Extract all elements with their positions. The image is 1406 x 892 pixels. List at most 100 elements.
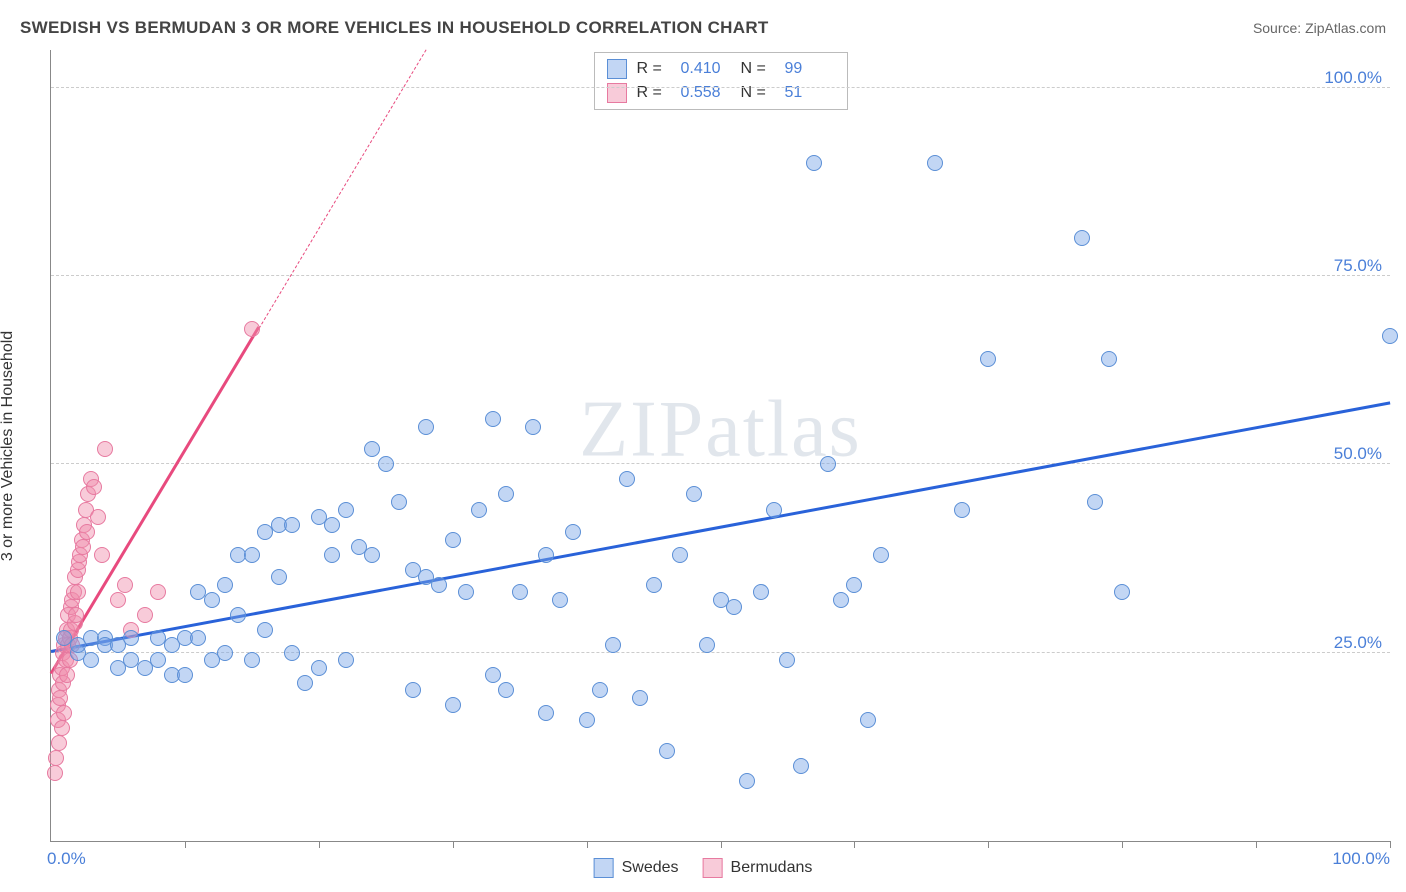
data-point [244, 321, 260, 337]
data-point [137, 607, 153, 623]
data-point [565, 524, 581, 540]
data-point [271, 569, 287, 585]
data-point [980, 351, 996, 367]
data-point [297, 675, 313, 691]
data-point [458, 584, 474, 600]
data-point [47, 765, 63, 781]
data-point [90, 509, 106, 525]
data-point [686, 486, 702, 502]
data-point [56, 705, 72, 721]
x-tick [988, 841, 989, 848]
data-point [753, 584, 769, 600]
data-point [378, 456, 394, 472]
gridline [51, 275, 1390, 276]
data-point [699, 637, 715, 653]
data-point [110, 592, 126, 608]
data-point [94, 547, 110, 563]
x-tick [185, 841, 186, 848]
legend-item-bermudans: Bermudans [703, 858, 813, 878]
data-point [150, 652, 166, 668]
correlation-legend: R = 0.410 N = 99 R = 0.558 N = 51 [594, 52, 848, 110]
data-point [48, 750, 64, 766]
data-point [230, 607, 246, 623]
data-point [766, 502, 782, 518]
y-tick-label: 50.0% [1334, 444, 1382, 464]
data-point [79, 524, 95, 540]
data-point [244, 652, 260, 668]
data-point [324, 547, 340, 563]
data-point [117, 577, 133, 593]
data-point [51, 735, 67, 751]
data-point [190, 630, 206, 646]
x-tick [1122, 841, 1123, 848]
data-point [97, 441, 113, 457]
series-legend: Swedes Bermudans [594, 858, 813, 878]
legend-row-swedes: R = 0.410 N = 99 [607, 57, 835, 81]
y-axis-label: 3 or more Vehicles in Household [0, 331, 17, 561]
data-point [123, 630, 139, 646]
scatter-chart: ZIPatlas R = 0.410 N = 99 R = 0.558 N = … [50, 50, 1390, 842]
legend-row-bermudans: R = 0.558 N = 51 [607, 81, 835, 105]
data-point [217, 577, 233, 593]
data-point [846, 577, 862, 593]
data-point [431, 577, 447, 593]
data-point [646, 577, 662, 593]
data-point [70, 584, 86, 600]
data-point [364, 441, 380, 457]
data-point [177, 667, 193, 683]
data-point [873, 547, 889, 563]
data-point [525, 419, 541, 435]
data-point [471, 502, 487, 518]
x-tick [453, 841, 454, 848]
data-point [659, 743, 675, 759]
source-attribution: Source: ZipAtlas.com [1253, 20, 1386, 36]
data-point [83, 652, 99, 668]
swatch-bermudans [703, 858, 723, 878]
data-point [217, 645, 233, 661]
y-tick-label: 75.0% [1334, 256, 1382, 276]
data-point [284, 645, 300, 661]
data-point [485, 667, 501, 683]
x-tick [1256, 841, 1257, 848]
swatch-swedes [594, 858, 614, 878]
data-point [793, 758, 809, 774]
data-point [1114, 584, 1130, 600]
data-point [364, 547, 380, 563]
data-point [779, 652, 795, 668]
data-point [552, 592, 568, 608]
data-point [806, 155, 822, 171]
data-point [538, 547, 554, 563]
y-tick-label: 25.0% [1334, 633, 1382, 653]
trend-line [51, 401, 1391, 653]
gridline [51, 87, 1390, 88]
data-point [498, 486, 514, 502]
data-point [1087, 494, 1103, 510]
data-point [59, 667, 75, 683]
data-point [324, 517, 340, 533]
data-point [860, 712, 876, 728]
data-point [338, 652, 354, 668]
data-point [632, 690, 648, 706]
x-max-label: 100.0% [1332, 849, 1390, 869]
gridline [51, 463, 1390, 464]
chart-title: SWEDISH VS BERMUDAN 3 OR MORE VEHICLES I… [20, 18, 769, 38]
data-point [1382, 328, 1398, 344]
data-point [54, 720, 70, 736]
data-point [445, 532, 461, 548]
data-point [1101, 351, 1117, 367]
data-point [257, 622, 273, 638]
data-point [833, 592, 849, 608]
data-point [592, 682, 608, 698]
data-point [68, 607, 84, 623]
data-point [150, 584, 166, 600]
data-point [538, 705, 554, 721]
data-point [311, 660, 327, 676]
y-tick-label: 100.0% [1324, 68, 1382, 88]
data-point [244, 547, 260, 563]
data-point [418, 419, 434, 435]
data-point [820, 456, 836, 472]
data-point [204, 592, 220, 608]
data-point [1074, 230, 1090, 246]
data-point [391, 494, 407, 510]
data-point [75, 539, 91, 555]
